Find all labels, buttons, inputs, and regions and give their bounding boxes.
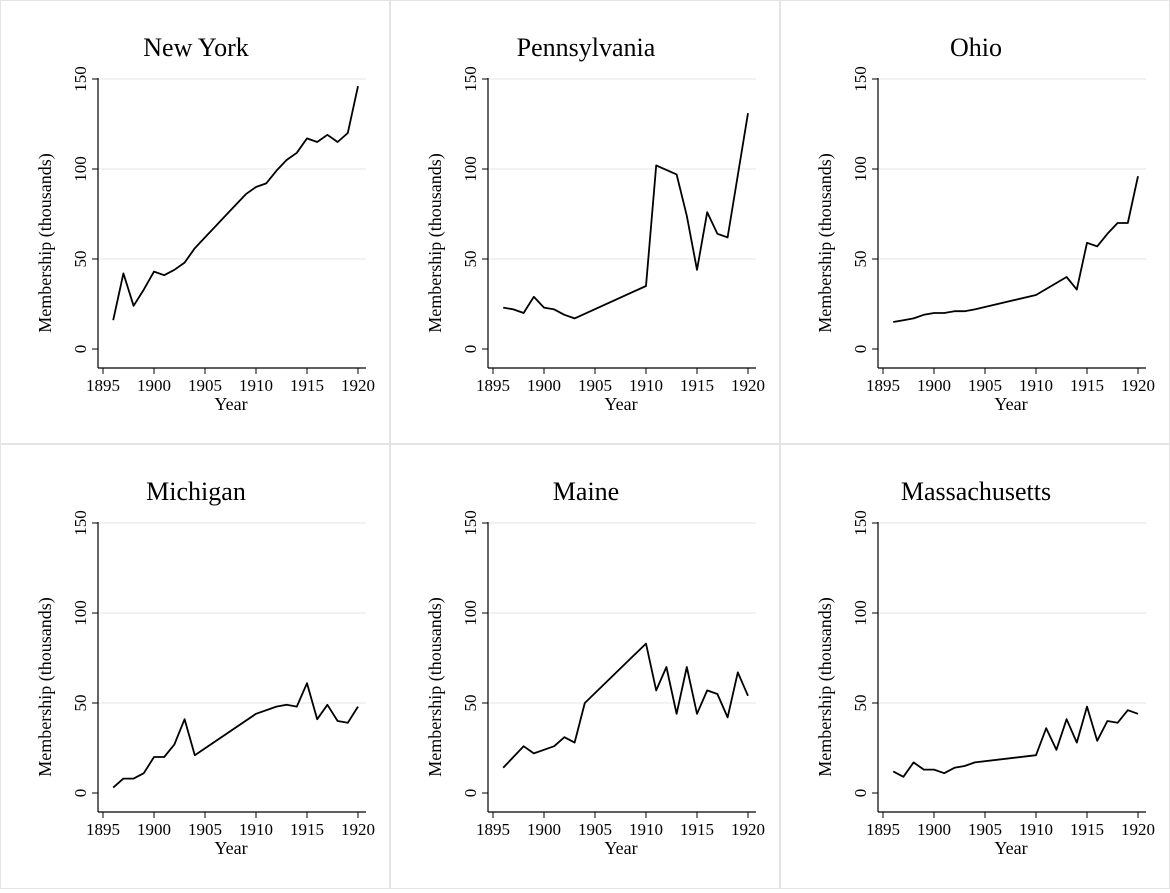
- x-tick-label: 1915: [680, 376, 714, 395]
- x-tick-label: 1915: [290, 820, 324, 839]
- series-line: [112, 682, 359, 789]
- y-tick-label: 50: [71, 251, 90, 268]
- x-tick-label: 1910: [1019, 376, 1053, 395]
- x-tick-label: 1915: [1070, 376, 1104, 395]
- x-tick-label: 1910: [1019, 820, 1053, 839]
- chart-svg: Massachusetts 0 50 100 150 1895 1900 1905 1910 19…: [815, 477, 1155, 858]
- x-tick-label: 1920: [731, 820, 765, 839]
- x-tick-label: 1920: [1121, 820, 1155, 839]
- x-tick-label: 1900: [137, 376, 171, 395]
- y-tick-label: 150: [851, 66, 870, 92]
- x-tick-label: 1895: [86, 376, 120, 395]
- series-line: [503, 113, 749, 320]
- x-axis-label: Year: [214, 394, 247, 414]
- series-line: [893, 176, 1139, 323]
- y-tick-label: 0: [71, 345, 90, 354]
- x-axis-label: Year: [604, 394, 637, 414]
- y-tick-label: 150: [851, 510, 870, 536]
- y-tick-label: 50: [71, 695, 90, 712]
- x-tick-label: 1895: [86, 820, 120, 839]
- y-tick-label: 50: [851, 251, 870, 268]
- chart-title: Maine: [553, 477, 619, 506]
- y-tick-label: 100: [71, 600, 90, 626]
- series-line: [112, 86, 359, 321]
- x-tick-label: 1900: [527, 376, 561, 395]
- x-tick-label: 1910: [629, 376, 663, 395]
- chart-title: New York: [143, 33, 248, 62]
- x-tick-label: 1895: [866, 376, 900, 395]
- y-axis-label: Membership (thousands): [815, 597, 836, 776]
- x-tick-label: 1915: [290, 376, 324, 395]
- chart-svg: Maine 0 50 100 150 1895 1900 1905 1910 1915 1920 Ye…: [425, 477, 765, 858]
- y-tick-label: 100: [851, 600, 870, 626]
- x-tick-label: 1920: [341, 820, 375, 839]
- chart-title: Michigan: [146, 477, 246, 506]
- y-tick-label: 0: [851, 789, 870, 798]
- x-tick-label: 1905: [968, 820, 1002, 839]
- x-tick-label: 1900: [137, 820, 171, 839]
- x-tick-label: 1895: [476, 820, 510, 839]
- chart-svg: Michigan 0 50 100 150 1895 1900 1905 1910 1915 192…: [35, 477, 375, 858]
- y-tick-label: 50: [461, 695, 480, 712]
- x-tick-label: 1905: [968, 376, 1002, 395]
- chart-panel-maine: Maine 0 50 100 150 1895 1900 1905 1910 1915 1920 Ye…: [390, 444, 780, 889]
- y-tick-label: 50: [461, 251, 480, 268]
- y-tick-label: 100: [851, 156, 870, 182]
- x-tick-label: 1900: [917, 820, 951, 839]
- x-tick-label: 1905: [188, 376, 222, 395]
- x-axis-label: Year: [214, 838, 247, 858]
- y-axis-label: Membership (thousands): [425, 153, 446, 332]
- chart-svg: Pennsylvania 0 50 100 150 1895 1900 1905 1910 191…: [425, 33, 765, 414]
- y-tick-label: 0: [851, 345, 870, 354]
- x-tick-label: 1900: [917, 376, 951, 395]
- chart-title: Pennsylvania: [517, 33, 656, 62]
- chart-title: Ohio: [950, 33, 1002, 62]
- chart-panel-massachusetts: Massachusetts 0 50 100 150 1895 1900 1905 1910 19…: [780, 444, 1170, 889]
- x-tick-label: 1905: [578, 820, 612, 839]
- y-tick-label: 100: [71, 156, 90, 182]
- y-tick-label: 0: [461, 789, 480, 798]
- chart-panel-michigan: Michigan 0 50 100 150 1895 1900 1905 1910 1915 192…: [0, 444, 390, 889]
- x-tick-label: 1910: [239, 376, 273, 395]
- x-axis-label: Year: [994, 394, 1027, 414]
- y-tick-label: 150: [71, 510, 90, 536]
- x-axis-label: Year: [604, 838, 637, 858]
- x-tick-label: 1920: [731, 376, 765, 395]
- y-tick-label: 150: [461, 66, 480, 92]
- series-line: [502, 642, 749, 769]
- y-tick-label: 150: [461, 510, 480, 536]
- y-tick-label: 50: [851, 695, 870, 712]
- x-tick-label: 1900: [527, 820, 561, 839]
- y-tick-label: 100: [461, 156, 480, 182]
- chart-title: Massachusetts: [901, 477, 1051, 506]
- x-tick-label: 1895: [866, 820, 900, 839]
- x-tick-label: 1910: [239, 820, 273, 839]
- chart-panel-ohio: Ohio 0 50 100 150 1895 1900 1905 1910 1915 1920 Yea…: [780, 0, 1170, 444]
- chart-panel-pennsylvania: Pennsylvania 0 50 100 150 1895 1900 1905 1910 191…: [390, 0, 780, 444]
- y-tick-label: 0: [461, 345, 480, 354]
- x-tick-label: 1895: [476, 376, 510, 395]
- y-axis-label: Membership (thousands): [815, 153, 836, 332]
- y-tick-label: 0: [71, 789, 90, 798]
- x-tick-label: 1915: [680, 820, 714, 839]
- series-line: [892, 705, 1139, 778]
- y-tick-label: 150: [71, 66, 90, 92]
- x-tick-label: 1905: [578, 376, 612, 395]
- y-axis-label: Membership (thousands): [35, 153, 56, 332]
- x-tick-label: 1920: [1121, 376, 1155, 395]
- x-axis-label: Year: [994, 838, 1027, 858]
- x-tick-label: 1910: [629, 820, 663, 839]
- y-axis-label: Membership (thousands): [35, 597, 56, 776]
- x-tick-label: 1915: [1070, 820, 1104, 839]
- y-tick-label: 100: [461, 600, 480, 626]
- chart-panel-new-york: New York 0 50 100 150 1895 1900 1905 1910 1915 192…: [0, 0, 390, 444]
- chart-svg: New York 0 50 100 150 1895 1900 1905 1910 1915 192…: [35, 33, 375, 414]
- y-axis-label: Membership (thousands): [425, 597, 446, 776]
- x-tick-label: 1920: [341, 376, 375, 395]
- x-tick-label: 1905: [188, 820, 222, 839]
- chart-svg: Ohio 0 50 100 150 1895 1900 1905 1910 1915 1920 Yea…: [815, 33, 1155, 414]
